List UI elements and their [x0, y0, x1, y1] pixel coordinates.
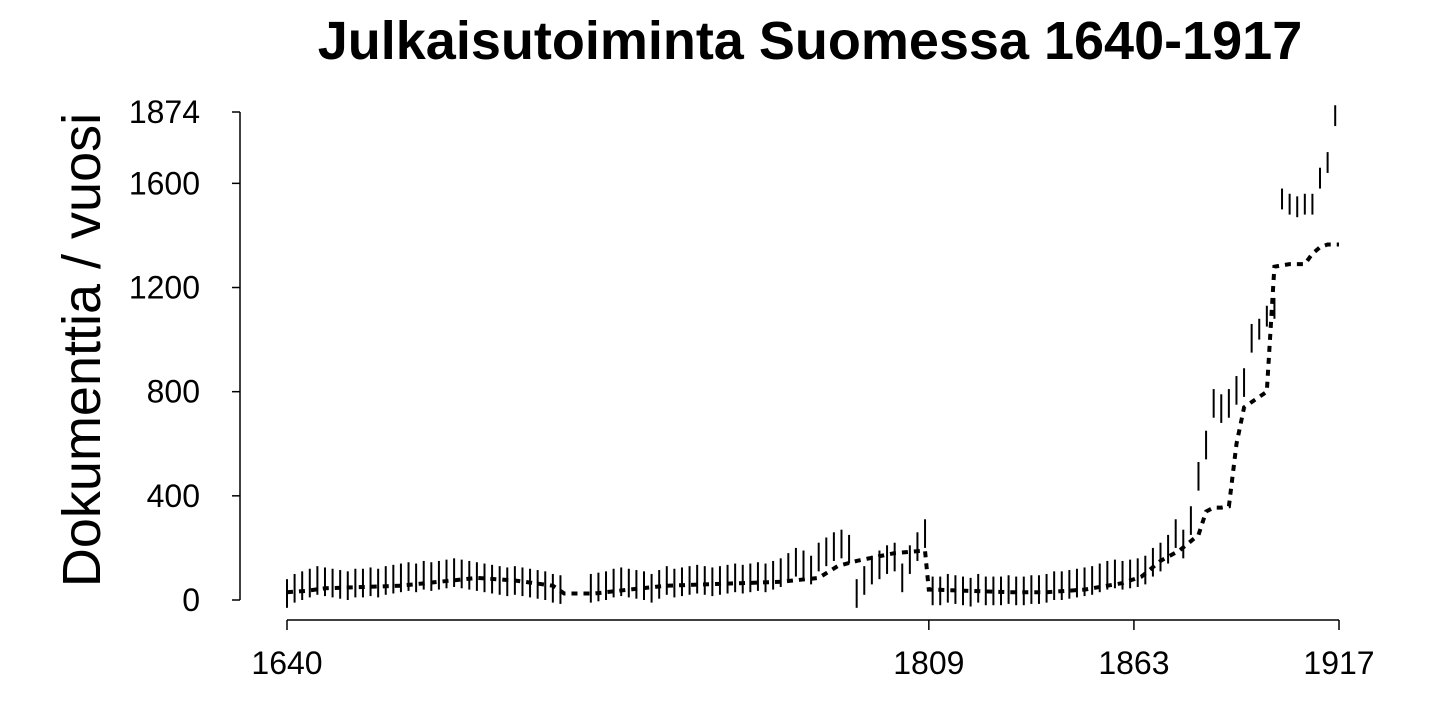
y-tick-label: 800 — [147, 374, 200, 410]
axes — [232, 111, 1340, 630]
x-tick-label: 1809 — [893, 645, 964, 681]
tick-labels: 0 400 800 1200 1600 1874 1640 1809 1863 1917 — [129, 94, 1375, 681]
y-tick-label: 0 — [182, 582, 200, 618]
data-marks — [286, 105, 1339, 608]
y-tick-label: 1874 — [129, 94, 200, 130]
average-line — [286, 242, 1339, 596]
y-tick-label: 1200 — [129, 270, 200, 306]
y-tick-label: 400 — [147, 478, 200, 514]
x-tick-label: 1640 — [251, 645, 322, 681]
y-tick-label: 1600 — [129, 165, 200, 201]
x-tick-label: 1863 — [1098, 645, 1169, 681]
chart-title: Julkaisutoiminta Suomessa 1640-1917 — [317, 11, 1303, 71]
x-tick-label: 1917 — [1303, 645, 1374, 681]
